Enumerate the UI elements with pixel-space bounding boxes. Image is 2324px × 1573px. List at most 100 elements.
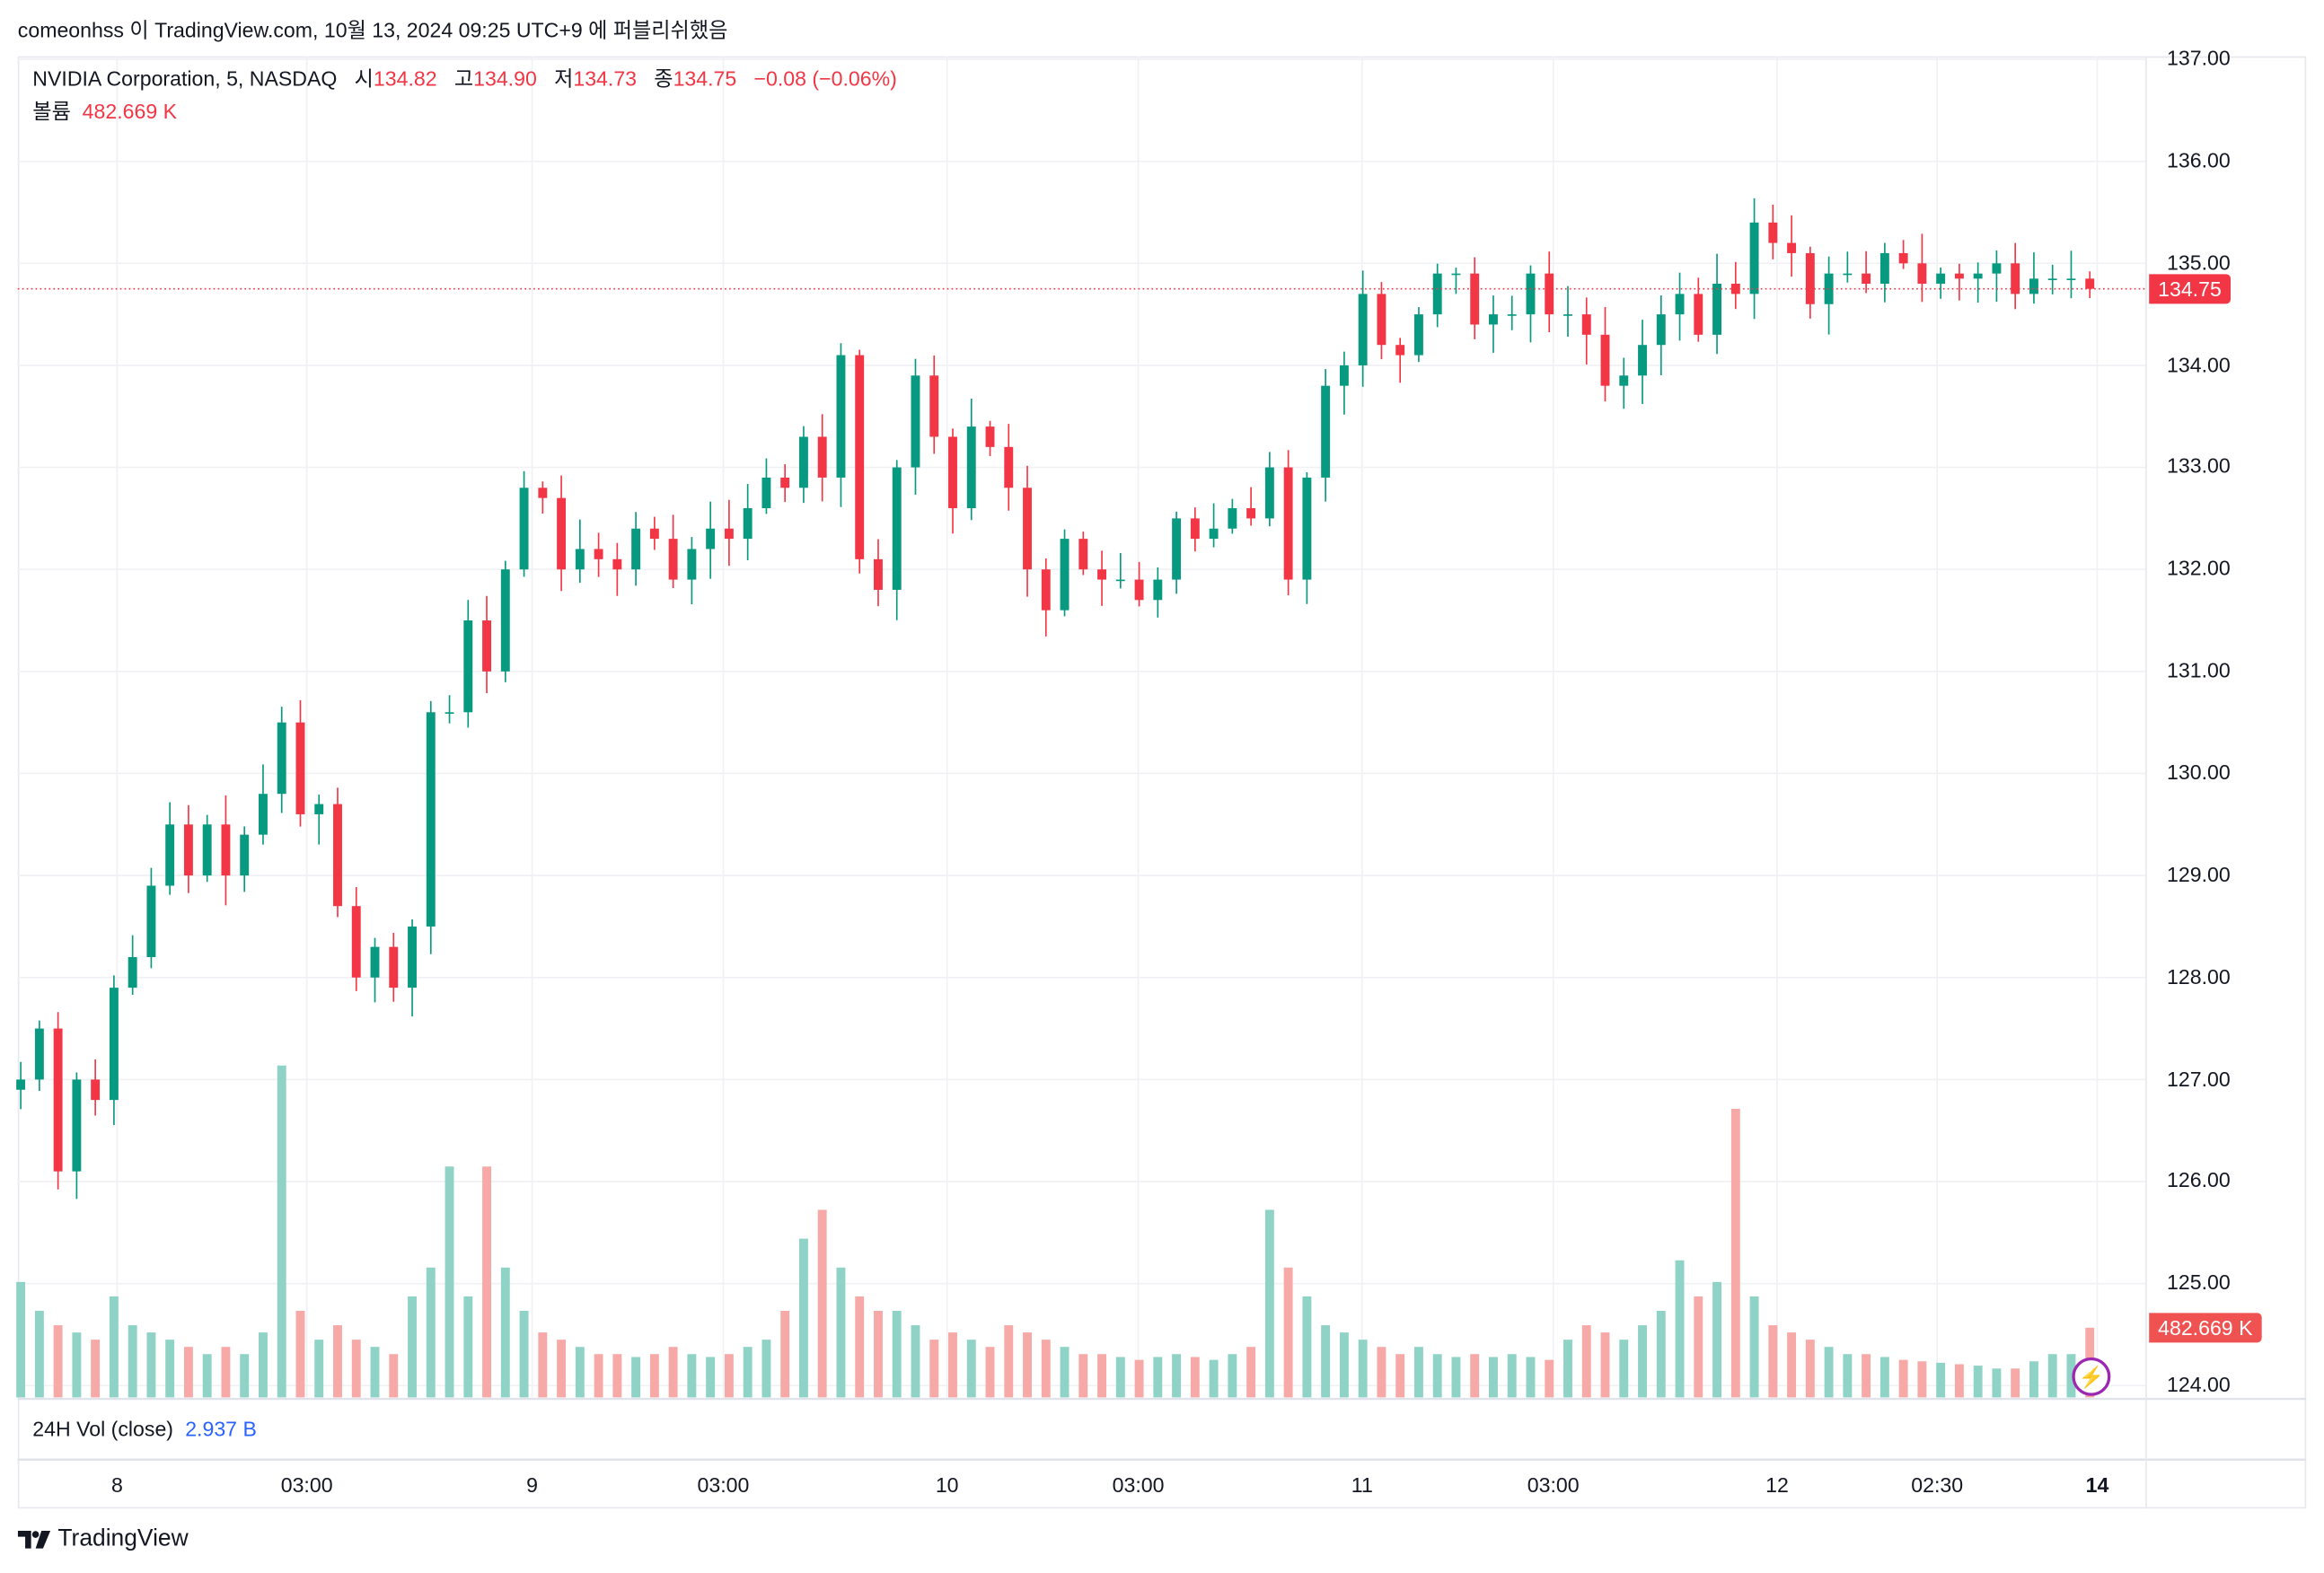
candle-body	[594, 549, 603, 559]
candle-body	[1172, 518, 1182, 580]
volume-bar	[1638, 1325, 1647, 1398]
candle-body	[687, 549, 697, 580]
candle-body	[1600, 334, 1610, 386]
candle-body	[314, 804, 324, 814]
volume-bar	[16, 1281, 26, 1398]
volume-bar	[240, 1354, 250, 1398]
volume-bar	[911, 1325, 920, 1398]
lightning-bolt-icon[interactable]: ⚡	[2072, 1357, 2111, 1396]
candle-body	[72, 1079, 82, 1172]
candle-body	[668, 539, 678, 580]
candle-body	[575, 549, 585, 570]
high-value: 134.90	[473, 66, 537, 91]
candle-body	[1246, 508, 1256, 519]
candle-body	[1134, 579, 1144, 601]
candle-body	[370, 946, 380, 978]
price-tick: 128.00	[2167, 963, 2231, 989]
volume-bar	[1023, 1332, 1032, 1398]
tradingview-brand[interactable]: TradingView	[17, 1526, 189, 1553]
candle-body	[277, 722, 286, 795]
candle-body	[183, 824, 193, 876]
volume-bar	[1843, 1354, 1853, 1398]
candle-body	[798, 436, 808, 488]
candle-body	[1768, 222, 1778, 243]
volume-bar	[1134, 1359, 1144, 1398]
candle-body	[1470, 273, 1480, 325]
candle-body	[1507, 314, 1517, 316]
volume-bar	[1228, 1354, 1237, 1398]
time-tick: 9	[526, 1472, 538, 1498]
volume-pane-label: 24H Vol (close)	[32, 1416, 174, 1441]
volume-bar	[761, 1340, 771, 1398]
candle-body	[1078, 539, 1088, 570]
volume-bar	[1917, 1361, 1927, 1398]
candle-body	[1153, 579, 1163, 601]
volume-bar	[351, 1340, 361, 1398]
candle-body	[706, 528, 716, 549]
candle-body	[649, 528, 659, 540]
price-tick: 126.00	[2167, 1168, 2231, 1192]
candle-body	[1302, 477, 1312, 580]
volume-bar	[445, 1166, 454, 1398]
volume-bar	[1246, 1347, 1256, 1398]
candle-body	[761, 477, 771, 509]
volume-bar	[1898, 1359, 1908, 1398]
candle-body	[109, 988, 119, 1101]
candle-body	[426, 712, 436, 927]
time-tick: 03:00	[1112, 1472, 1165, 1498]
volume-bar	[1656, 1310, 1666, 1398]
volume-bar	[649, 1354, 659, 1398]
volume-bar	[295, 1310, 305, 1398]
volume-bar	[2029, 1361, 2038, 1398]
candle-body	[2029, 278, 2038, 294]
candle-body	[519, 488, 529, 570]
price-tick: 134.00	[2167, 352, 2231, 376]
candle-body	[1264, 467, 1274, 519]
candle-body	[631, 528, 641, 570]
candle-body	[724, 528, 734, 540]
candle-body	[2011, 263, 2020, 294]
candle-body	[2085, 278, 2095, 289]
candle-body	[1619, 375, 1629, 386]
volume-bar	[1749, 1296, 1759, 1398]
volume-bar	[463, 1296, 473, 1398]
volume-bar	[1358, 1340, 1368, 1398]
candle-body	[1917, 263, 1927, 285]
candle-body	[1413, 314, 1423, 356]
volume-bar	[1172, 1354, 1182, 1398]
high-label: 고	[453, 66, 474, 91]
candle-body	[1973, 273, 1983, 279]
candle-body	[1730, 284, 1740, 294]
candle-body	[482, 620, 491, 672]
volume-bar	[1339, 1332, 1349, 1398]
candle-body	[1041, 569, 1051, 611]
symbol-legend: NVIDIA Corporation, 5, NASDAQ 시134.82 고1…	[32, 64, 897, 93]
volume-legend: 볼륨 482.669 K	[32, 96, 177, 126]
volume-bar	[1302, 1296, 1312, 1398]
candle-body	[408, 926, 417, 989]
volume-bar	[1787, 1332, 1797, 1398]
symbol-name: NVIDIA Corporation, 5, NASDAQ	[32, 66, 338, 91]
candle-body	[16, 1079, 26, 1090]
volume-bar	[259, 1332, 268, 1398]
volume-bar	[53, 1325, 63, 1398]
time-tick: 03:00	[280, 1472, 333, 1498]
chart-frame	[17, 56, 2307, 1509]
volume-bar	[668, 1347, 678, 1398]
price-tick: 136.00	[2167, 147, 2231, 172]
volume-bar	[91, 1340, 101, 1398]
volume-bar	[109, 1296, 119, 1398]
price-tick: 133.00	[2167, 453, 2231, 479]
candle-body	[34, 1028, 44, 1080]
time-tick: 02:30	[1911, 1472, 1964, 1498]
volume-bar	[1768, 1325, 1778, 1398]
candle-body	[836, 355, 846, 478]
volume-bar	[370, 1347, 380, 1398]
volume-bar	[929, 1340, 939, 1398]
price-tick: 135.00	[2167, 250, 2231, 274]
volume-bar	[1489, 1357, 1498, 1398]
volume-bar	[985, 1347, 995, 1398]
volume-bar	[128, 1325, 137, 1398]
price-tick: 124.00	[2167, 1372, 2231, 1396]
